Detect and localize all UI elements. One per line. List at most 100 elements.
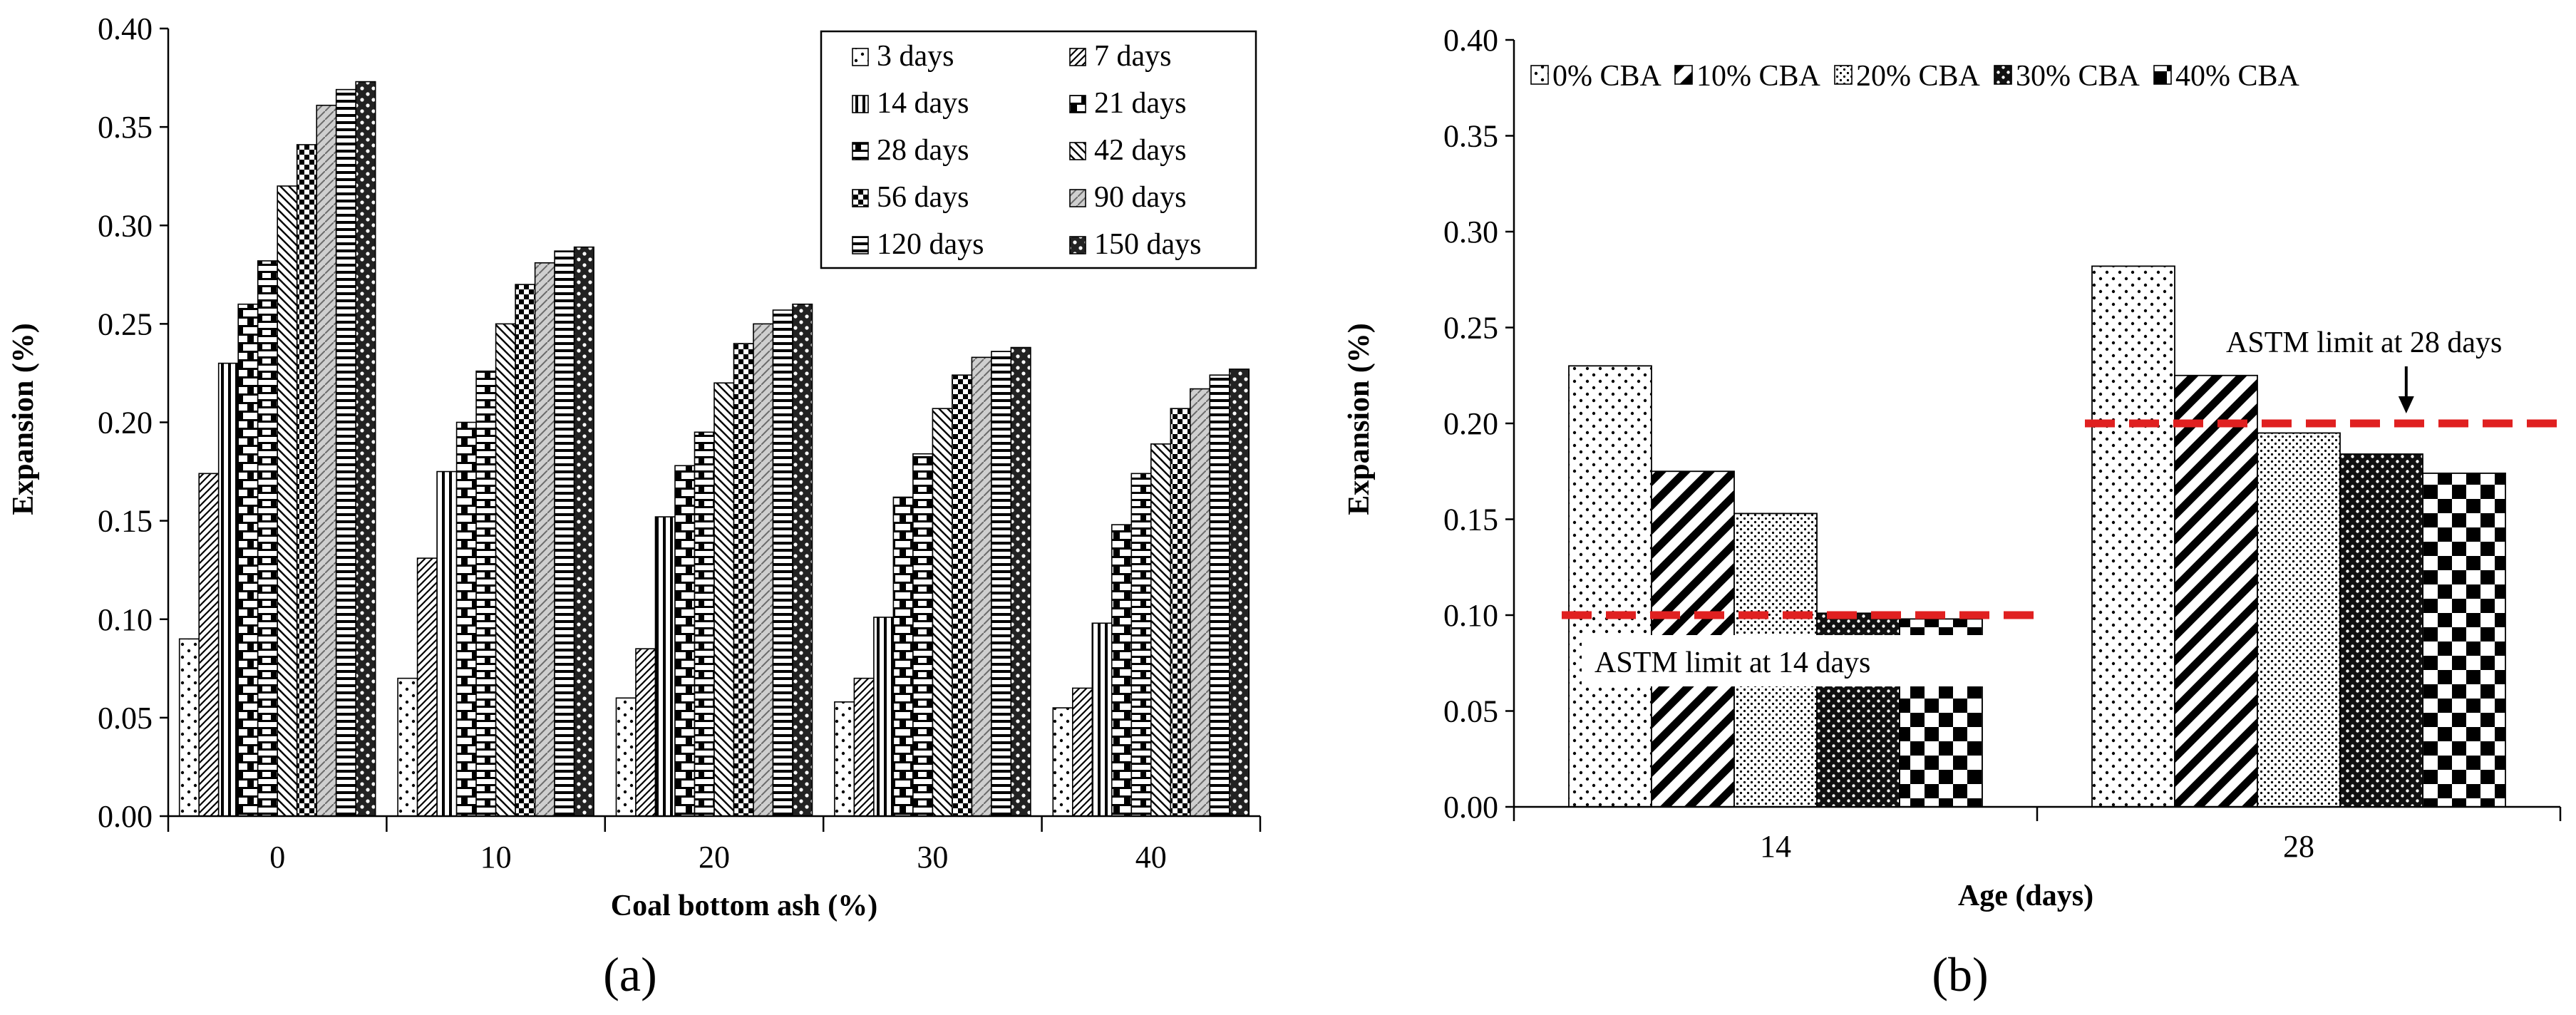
bar-a xyxy=(217,362,239,817)
bar-a xyxy=(753,323,774,817)
y-tick-label-a: 0.15 xyxy=(98,504,153,539)
bar-a xyxy=(1111,524,1133,817)
bar-a xyxy=(892,496,914,817)
bar-b xyxy=(2339,453,2423,808)
x-axis-title-a: Coal bottom ash (%) xyxy=(611,890,878,922)
legend-swatch-b xyxy=(1530,65,1549,85)
bar-a xyxy=(198,473,220,817)
legend-label-b: 30% CBA xyxy=(2016,60,2140,93)
legend-label-a: 14 days xyxy=(877,87,969,120)
y-tick-label-b: 0.05 xyxy=(1443,694,1498,729)
legend-label-a: 42 days xyxy=(1094,134,1187,167)
bar-a xyxy=(1209,374,1230,817)
bar-a xyxy=(1091,622,1113,817)
bar-a xyxy=(971,356,992,817)
y-tick-label-b: 0.25 xyxy=(1443,311,1498,346)
chart-panel-a: 0.00 0.05 0.10 0.15 0.20 0.25 0.30 0.35 0.40 0 10 2… xyxy=(7,11,1262,1001)
legend-label-a: 7 days xyxy=(1094,40,1172,73)
legend-label-b: 0% CBA xyxy=(1552,60,1662,93)
bar-a xyxy=(873,617,895,817)
panel-label-a: (a) xyxy=(603,947,656,1001)
legend-b: 0% CBA 10% CBA 20% CBA 30% CBA 40% CBA xyxy=(1530,60,2300,93)
annotation-box-b xyxy=(2220,316,2558,364)
legend-swatch-a xyxy=(852,236,869,254)
legend-label-a: 21 days xyxy=(1094,87,1187,120)
bar-a xyxy=(952,374,973,817)
annotation-label-b: ASTM limit at 28 days xyxy=(2226,326,2502,359)
legend-swatch-a xyxy=(852,142,869,160)
legend-swatch-a xyxy=(852,189,869,207)
bar-a xyxy=(554,250,575,817)
legend-swatch-a xyxy=(1069,95,1086,113)
y-axis-title-b: Expansion (%) xyxy=(1343,323,1376,515)
annotation-box-b xyxy=(1582,635,1995,686)
y-tick-label-a: 0.35 xyxy=(98,110,153,145)
y-tick-label-a: 0.00 xyxy=(98,799,153,834)
bar-a xyxy=(932,408,953,817)
bar-b xyxy=(2091,265,2175,808)
y-tick-label-a: 0.30 xyxy=(98,208,153,243)
bar-a xyxy=(397,677,418,817)
bar-a xyxy=(355,81,376,817)
bar-a xyxy=(277,185,298,817)
bar-a xyxy=(654,516,676,817)
legend-a: 3 days 7 days 14 days 21 days 28 days 42 days… xyxy=(820,30,1257,269)
bar-a xyxy=(335,88,357,817)
bar-a xyxy=(455,421,477,817)
y-tick-label-a: 0.25 xyxy=(98,306,153,341)
y-tick-label-b: 0.00 xyxy=(1443,790,1498,825)
bar-a xyxy=(772,309,793,817)
bar-a xyxy=(534,262,555,817)
x-tick-label-a: 30 xyxy=(917,840,948,875)
bar-a xyxy=(834,701,855,817)
axes-b: 0.00 0.05 0.10 0.15 0.20 0.25 0.30 0.35 0.40 14 28 xyxy=(1443,23,2562,864)
x-axis-title-b: Age (days) xyxy=(1958,880,2093,912)
bar-a xyxy=(573,246,594,817)
legend-swatch-a xyxy=(1069,189,1086,207)
bar-a xyxy=(237,303,259,817)
bars-a xyxy=(178,81,1250,817)
bar-a xyxy=(615,697,637,817)
bar-a xyxy=(475,370,497,817)
bar-b xyxy=(1568,365,1652,808)
legend-label-a: 3 days xyxy=(877,40,954,73)
bar-a xyxy=(694,431,715,817)
y-tick-label-b: 0.30 xyxy=(1443,215,1498,249)
bar-a xyxy=(792,303,813,817)
bar-a xyxy=(1072,687,1093,817)
bar-a xyxy=(296,144,318,817)
y-tick-label-a: 0.05 xyxy=(98,701,153,736)
bar-a xyxy=(912,453,934,817)
legend-swatch-b xyxy=(2153,65,2172,85)
legend-swatch-a xyxy=(1069,142,1086,160)
y-tick-label-a: 0.40 xyxy=(98,11,153,46)
bar-a xyxy=(495,323,516,817)
y-tick-label-b: 0.10 xyxy=(1443,598,1498,633)
bar-a xyxy=(853,677,875,817)
bar-a xyxy=(1190,388,1211,817)
bar-b xyxy=(2422,473,2506,808)
y-tick-label-b: 0.40 xyxy=(1443,23,1498,58)
panel-label-b: (b) xyxy=(1932,947,1988,1001)
legend-label-a: 120 days xyxy=(877,228,984,261)
bar-a xyxy=(316,104,337,817)
legend-label-a: 150 days xyxy=(1094,228,1202,261)
bar-a xyxy=(1052,707,1073,817)
legend-swatch-a xyxy=(852,95,869,113)
annotation-label-b: ASTM limit at 14 days xyxy=(1594,646,1870,679)
bar-a xyxy=(713,382,735,817)
bar-a xyxy=(515,284,536,817)
x-tick-label-a: 40 xyxy=(1135,840,1167,875)
axes-a: 0.00 0.05 0.10 0.15 0.20 0.25 0.30 0.35 0.40 0 10 2… xyxy=(98,11,1262,875)
reference-lines-b: ASTM limit at 14 days ASTM limit at 28 da… xyxy=(1562,316,2570,686)
y-axis-title-a: Expansion (%) xyxy=(7,323,40,515)
bar-b xyxy=(2174,374,2258,808)
annotation-arrowhead-b xyxy=(2398,396,2414,413)
legend-swatch-b xyxy=(1994,65,2012,85)
legend-swatch-b xyxy=(1674,65,1693,85)
bar-a xyxy=(416,557,438,817)
legend-swatch-b xyxy=(1834,65,1853,85)
legend-swatch-a xyxy=(1069,48,1086,66)
legend-label-b: 20% CBA xyxy=(1856,60,1981,93)
